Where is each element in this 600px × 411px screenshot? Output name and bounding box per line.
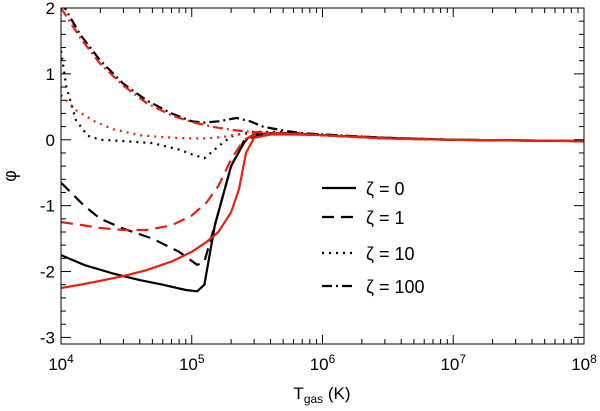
x-tick-label: 107: [440, 352, 466, 374]
series-line-7: [61, 8, 584, 143]
legend-label: ζ = 10: [366, 244, 414, 264]
series-layer: [61, 8, 584, 293]
legend-label: ζ = 0: [366, 179, 404, 199]
y-tick-label: -1: [40, 197, 55, 216]
y-tick-label: 2: [46, 0, 55, 18]
y-tick-label: 0: [46, 131, 55, 150]
x-tick-label: 104: [48, 352, 74, 374]
y-axis-title: φ: [0, 170, 20, 182]
x-tick-label: 105: [179, 352, 205, 374]
x-tick-label: 108: [571, 352, 597, 374]
x-tick-label: 106: [310, 352, 336, 374]
y-tick-label: -2: [40, 263, 55, 282]
x-axis-title: Tgas (K): [293, 384, 350, 406]
legend-label: ζ = 100: [366, 277, 424, 297]
y-tick-label: 1: [46, 65, 55, 84]
legend-label: ζ = 1: [366, 208, 404, 228]
series-line-5: [61, 132, 584, 232]
legend: ζ = 0 ζ = 1 ζ = 10 ζ = 100: [322, 179, 424, 297]
y-tick-label: -3: [40, 328, 55, 347]
